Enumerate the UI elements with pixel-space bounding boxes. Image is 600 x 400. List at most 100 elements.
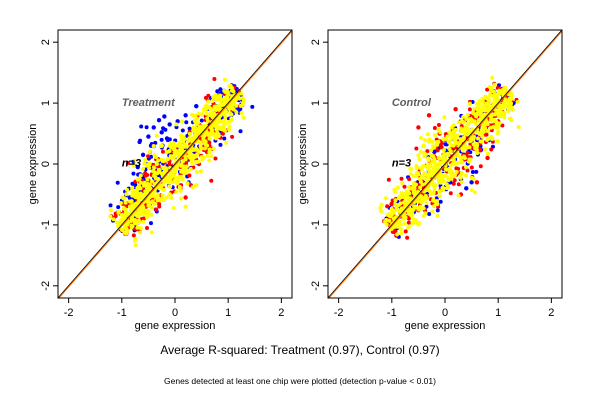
point-yellow [220,124,225,129]
point-yellow [406,190,411,195]
point-yellow [155,198,160,203]
point-yellow [393,198,398,203]
point-blue [218,87,223,92]
point-yellow [133,237,138,242]
point-yellow [466,121,471,126]
point-yellow [386,213,391,218]
point-yellow [180,177,185,182]
x-tick-label: 0 [442,307,448,319]
point-yellow [399,190,404,195]
point-yellow [459,170,464,175]
point-yellow [416,153,421,158]
point-yellow [394,208,399,213]
point-yellow [450,174,455,179]
point-blue [435,208,440,213]
point-yellow [141,183,146,188]
point-yellow [218,93,223,98]
point-yellow [486,103,491,108]
point-yellow [177,144,182,149]
point-blue [162,114,167,119]
point-yellow [419,174,424,179]
point-yellow [133,221,138,226]
point-yellow [241,115,246,120]
point-blue [163,127,168,132]
point-yellow [383,196,388,201]
point-yellow [429,153,434,158]
point-blue [164,136,170,141]
point-yellow [204,103,209,108]
x-tick-label: 2 [548,307,554,319]
point-yellow [140,204,145,208]
point-blue [108,203,113,208]
point-yellow [196,111,201,116]
point-yellow [416,207,421,212]
point-yellow [208,106,213,111]
point-red [478,147,483,152]
point-yellow [209,154,214,159]
point-yellow [198,144,203,149]
point-red [390,198,395,203]
point-yellow [159,157,164,162]
point-blue [148,221,153,226]
point-red [145,172,150,177]
point-blue [474,169,479,174]
point-yellow [441,148,446,152]
point-yellow [447,146,452,151]
point-yellow [145,182,150,187]
point-yellow [416,220,421,225]
point-yellow [211,146,216,151]
point-yellow [205,153,210,158]
identity-line-orange [58,30,292,298]
point-yellow [180,159,185,164]
point-yellow [398,227,403,232]
point-blue [139,124,144,129]
point-yellow [151,143,156,148]
point-yellow [203,139,208,144]
point-yellow [378,205,383,210]
point-yellow [500,88,505,93]
point-yellow [411,181,416,186]
point-yellow [130,193,135,198]
point-yellow [429,148,434,153]
point-red [144,226,149,231]
point-yellow [184,168,189,173]
point-yellow [463,173,468,178]
point-red [469,165,474,170]
point-yellow [467,101,472,106]
point-yellow [396,221,401,226]
point-yellow [172,153,177,158]
point-blue [159,137,164,142]
x-tick-label: -1 [387,307,397,319]
point-yellow [126,219,131,224]
point-yellow [224,140,229,145]
point-yellow [194,169,199,174]
point-yellow [421,143,426,148]
point-blue [218,142,223,147]
point-yellow [432,204,437,209]
point-yellow [149,212,154,217]
point-yellow [220,119,226,124]
point-yellow [205,116,210,121]
point-yellow [432,145,437,150]
point-red [465,168,470,173]
x-axis-label: gene expression [135,320,216,332]
point-red [167,162,172,167]
n-label: n=3 [392,157,411,169]
point-yellow [138,211,143,216]
point-yellow [131,163,136,168]
point-yellow [458,155,464,161]
point-yellow [160,193,165,198]
point-yellow [237,96,242,101]
point-red [485,155,490,161]
point-yellow [449,143,454,148]
point-yellow [479,128,484,133]
point-blue [167,122,172,127]
point-yellow [130,203,135,208]
point-yellow [447,139,452,144]
point-yellow [149,230,154,235]
point-yellow [475,107,480,112]
point-red [448,191,453,196]
point-yellow [174,190,179,195]
point-yellow [464,117,469,122]
point-blue [222,136,227,141]
